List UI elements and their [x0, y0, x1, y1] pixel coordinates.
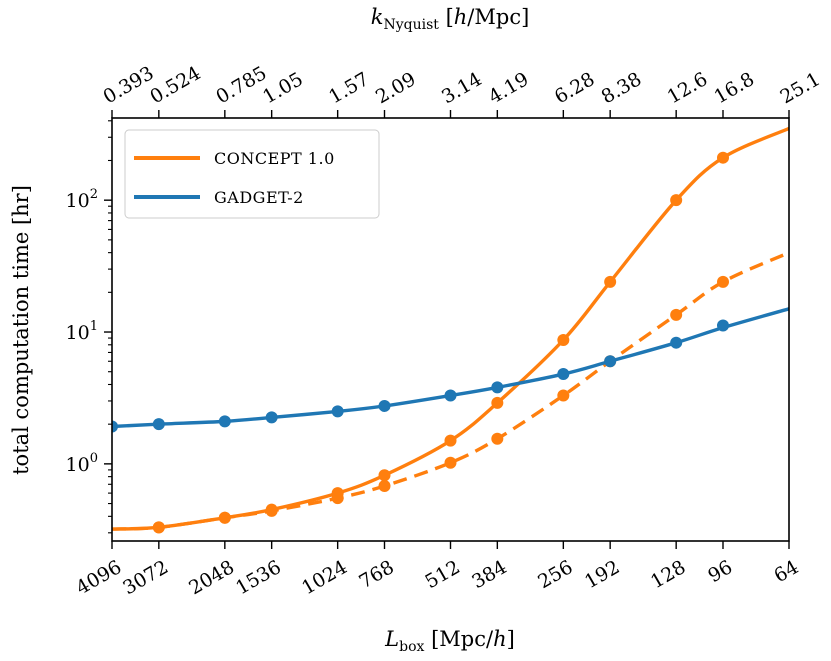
point-gadget-2-10 — [670, 336, 683, 349]
y-tick-label-0: 100 — [66, 451, 98, 476]
series-group — [112, 126, 789, 534]
x-tick-label-9: 192 — [581, 556, 623, 593]
x-tick-label-4: 1024 — [298, 556, 351, 599]
point-gadget-2-6 — [444, 389, 457, 402]
point-gadget-2-2 — [218, 415, 231, 428]
x-tick-label-0: 4096 — [72, 556, 125, 599]
y-tick-label-2: 102 — [66, 187, 98, 212]
y-tick-label-1: 101 — [66, 319, 98, 344]
point-gadget-2-9 — [604, 355, 617, 368]
x-tick-label-1: 3072 — [119, 556, 172, 599]
top-tick-label-12: 25.1 — [777, 68, 825, 108]
point-gadget-2-0 — [112, 420, 118, 433]
x-tick-label-12: 64 — [770, 556, 802, 587]
point-concept-1-0-5 — [444, 434, 457, 447]
top-tick-label-6: 3.14 — [438, 68, 486, 108]
point-concept-1-0-dashed-4 — [378, 479, 391, 492]
top-tick-label-7: 4.19 — [485, 68, 533, 108]
point-concept-1-0-4 — [378, 469, 391, 482]
point-concept-1-0-3 — [331, 487, 344, 500]
point-concept-1-0-9 — [670, 194, 683, 207]
series-layer — [112, 126, 789, 534]
x-tick-label-11: 96 — [704, 556, 736, 587]
x-tick-label-7: 384 — [468, 556, 510, 593]
top-tick-label-10: 12.6 — [664, 68, 712, 108]
x-tick-label-10: 128 — [647, 556, 689, 593]
x-tick-label-5: 768 — [355, 556, 397, 593]
point-gadget-2-8 — [557, 368, 570, 381]
x-tick-label-8: 256 — [534, 556, 576, 593]
point-concept-1-0-dashed-9 — [670, 308, 683, 321]
point-gadget-2-11 — [717, 319, 729, 332]
series-line-gadget-2 — [112, 307, 789, 429]
point-concept-1-0-10 — [717, 151, 729, 164]
x-axis-title: Lbox [Mpc/h] — [384, 627, 515, 655]
point-gadget-2-4 — [331, 405, 344, 418]
top-tick-label-9: 8.38 — [598, 68, 646, 108]
x-tick-label-2: 2048 — [185, 556, 238, 599]
point-concept-1-0-dashed-5 — [444, 456, 457, 469]
point-gadget-2-1 — [152, 418, 165, 431]
point-concept-1-0-dashed-7 — [557, 389, 570, 402]
point-concept-1-0-dashed-10 — [717, 275, 729, 288]
point-concept-1-0-6 — [491, 396, 504, 409]
x-tick-label-3: 1536 — [232, 556, 285, 599]
legend-label-concept: CONCEPT 1.0 — [214, 149, 335, 168]
y-axis-title: total computation time [hr] — [9, 185, 33, 475]
point-concept-1-0-1 — [218, 511, 231, 524]
point-concept-1-0-8 — [604, 275, 617, 288]
top-tick-label-8: 6.28 — [551, 68, 599, 108]
top-axis-title: kNyquist [h/Mpc] — [371, 5, 530, 33]
x-tick-label-6: 512 — [421, 556, 463, 593]
top-tick-label-2: 0.785 — [212, 62, 270, 108]
legend: CONCEPT 1.0 GADGET-2 — [124, 129, 380, 219]
point-concept-1-0-2 — [265, 503, 278, 516]
legend-label-gadget: GADGET-2 — [214, 188, 304, 207]
point-concept-1-0-0 — [152, 521, 165, 534]
point-gadget-2-3 — [265, 411, 278, 424]
top-tick-label-4: 1.57 — [325, 68, 373, 108]
point-concept-1-0-7 — [557, 333, 570, 346]
top-tick-label-0: 0.393 — [100, 62, 158, 108]
top-tick-label-11: 16.8 — [710, 68, 758, 108]
top-tick-label-1: 0.524 — [146, 62, 204, 108]
point-gadget-2-7 — [491, 381, 504, 394]
top-tick-label-5: 2.09 — [372, 68, 420, 108]
point-concept-1-0-dashed-6 — [491, 432, 504, 445]
point-gadget-2-5 — [378, 399, 391, 412]
